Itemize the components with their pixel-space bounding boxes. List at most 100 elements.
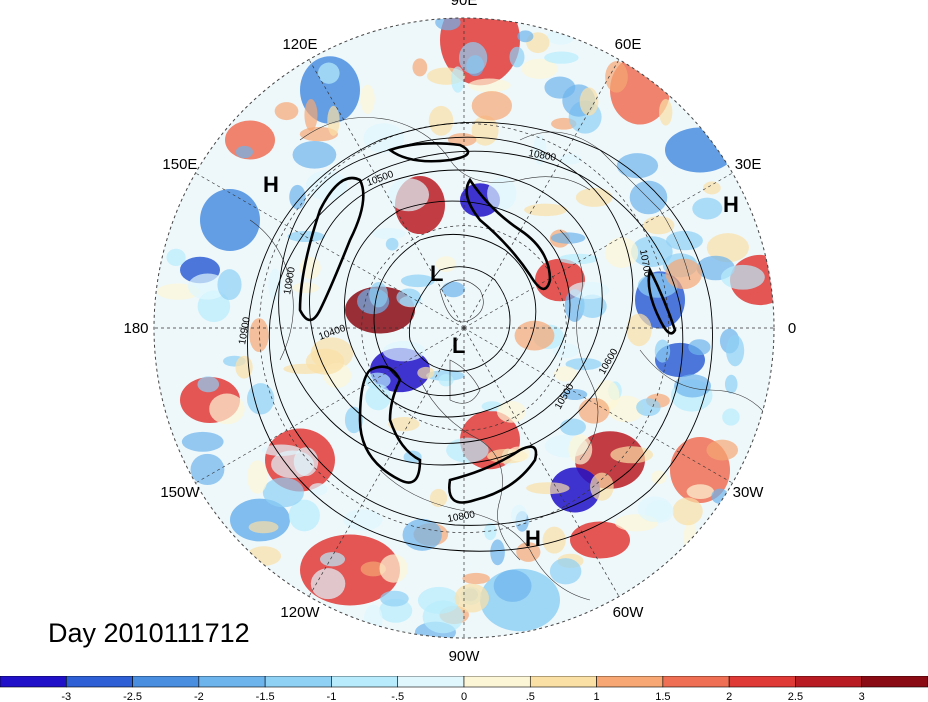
anomaly-speckle (447, 133, 477, 147)
low-pressure-label: L (430, 261, 443, 286)
anomaly-speckle (650, 470, 667, 485)
meridian-line (463, 327, 733, 484)
anomaly-speckle (454, 583, 489, 613)
anomaly-speckle (493, 569, 532, 602)
anomaly-speckle (400, 274, 435, 288)
anomaly-speckle (412, 58, 428, 77)
anomaly-speckle (516, 542, 541, 562)
anomaly-speckle (637, 496, 673, 522)
colorbar-tick-label: -3 (61, 691, 71, 702)
anomaly-speckle (435, 256, 457, 273)
anomaly-speckle (626, 313, 652, 347)
colorbar-tick-labels: -3 -2.5 -2 -1.5 -1 -.5 0 .5 1 1.5 2 2.5 3 (61, 691, 864, 702)
anomaly-speckle (309, 483, 328, 496)
high-pressure-label: H (723, 192, 739, 217)
colorbar-swatch (795, 676, 863, 688)
anomaly-speckle (471, 91, 513, 121)
anomaly-speckle (299, 126, 338, 142)
meridian-line (195, 172, 465, 329)
anomaly-speckle (510, 504, 527, 526)
anomaly-speckle (319, 552, 346, 567)
anomaly-speckle (558, 253, 598, 265)
latitude-circle (259, 123, 669, 533)
anomaly-speckle (568, 434, 593, 465)
anomaly-speckle (542, 526, 566, 554)
anomaly-speckle (166, 248, 186, 266)
anomaly-speckle (605, 61, 628, 93)
anomaly-speckle (304, 99, 318, 131)
anomaly-speckle (402, 518, 442, 551)
colorbar-swatch (728, 676, 796, 688)
colorbar-swatch (132, 676, 200, 688)
longitude-label: 60E (615, 36, 642, 53)
anomaly-speckle (659, 98, 673, 126)
anomaly-speckle (327, 105, 340, 136)
anomaly-speckle (417, 586, 460, 614)
longitude-label: 60W (613, 604, 645, 621)
anomaly-speckle (428, 105, 454, 136)
anomaly-speckle (578, 397, 610, 424)
colorbar-swatch (463, 676, 531, 688)
anomaly-speckle (578, 294, 607, 319)
anomaly-speckle (379, 554, 408, 583)
anomaly-speckle (388, 416, 420, 432)
map-boundary (153, 17, 775, 639)
anomaly-speckle (382, 340, 426, 362)
contour-label: 10700 (637, 249, 653, 279)
anomaly-patch (200, 188, 260, 252)
anomaly-speckle (562, 389, 588, 400)
anomaly-speckle (292, 282, 319, 294)
anomaly-speckle (575, 187, 613, 207)
anomaly-speckle (636, 398, 661, 417)
anomaly-speckle (388, 178, 430, 212)
colorbar-tick-label: 2.5 (788, 691, 803, 702)
anomaly-speckle (360, 84, 375, 114)
anomaly-speckle (268, 268, 282, 302)
anomaly-speckle (365, 384, 391, 411)
meridian-line (195, 327, 465, 484)
anomaly-speckle (235, 145, 254, 159)
anomaly-speckle (604, 237, 639, 268)
meridian-line (308, 59, 465, 329)
colorbar-tick-label: 1 (594, 691, 600, 702)
map-disk (153, 17, 775, 639)
anomaly-speckle (524, 203, 568, 217)
anomaly-speckle (305, 170, 348, 201)
jet-contours (298, 142, 677, 504)
meridian-line (308, 327, 465, 597)
anomaly-speckle (380, 590, 409, 607)
colorbar-swatch (596, 676, 664, 688)
anomaly-speckle (724, 374, 738, 394)
anomaly-speckle (720, 264, 765, 290)
colorbar-swatches (0, 676, 928, 688)
anomaly-speckle (706, 233, 749, 263)
anomaly-speckle (568, 281, 610, 300)
anomaly-speckle (247, 460, 268, 494)
anomaly-speckle (271, 450, 314, 479)
colorbar-swatch (397, 676, 465, 688)
anomaly-speckle (363, 123, 405, 154)
anomaly-speckle (363, 604, 383, 634)
anomaly-speckle (507, 446, 531, 462)
colorbar-tick-label: 3 (859, 691, 865, 702)
longitude-label: 90E (451, 0, 478, 9)
anomaly-speckle (726, 334, 745, 367)
anomaly-speckle (462, 572, 490, 585)
height-contours (247, 121, 713, 552)
anomaly-speckle (372, 227, 406, 240)
colorbar-tick-label: -.5 (391, 691, 404, 702)
longitude-label: 150W (160, 484, 200, 501)
anomaly-speckle (181, 431, 224, 452)
longitude-label: 150E (162, 156, 197, 173)
anomaly-speckle (490, 539, 505, 566)
anomaly-speckle (496, 401, 526, 423)
colorbar-tick-label: -1.5 (256, 691, 275, 702)
longitude-label: 30E (735, 156, 762, 173)
anomaly-patch (550, 467, 600, 513)
anomaly-speckle (343, 509, 383, 531)
anomaly-speckle (458, 42, 488, 74)
colorbar-tick-label: 1.5 (655, 691, 670, 702)
contour-label: 10800 (447, 509, 477, 525)
anomaly-speckle (305, 348, 345, 375)
